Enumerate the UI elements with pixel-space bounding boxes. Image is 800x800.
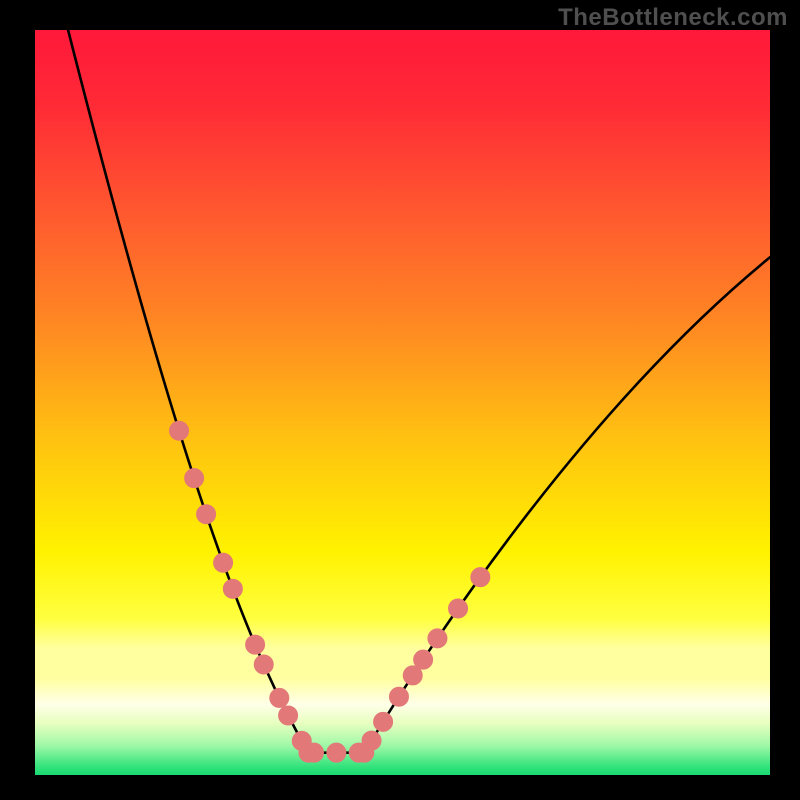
watermark-text: TheBottleneck.com	[558, 4, 788, 32]
data-marker	[170, 421, 189, 440]
data-marker	[279, 706, 298, 725]
data-marker	[270, 688, 289, 707]
chart-container: TheBottleneck.com	[0, 0, 800, 800]
data-marker	[389, 687, 408, 706]
data-marker	[197, 505, 216, 524]
data-marker	[362, 731, 381, 750]
data-marker	[254, 655, 273, 674]
data-marker	[214, 553, 233, 572]
data-marker	[327, 743, 346, 762]
data-marker	[185, 469, 204, 488]
data-marker	[223, 579, 242, 598]
data-marker	[374, 712, 393, 731]
data-marker	[305, 743, 324, 762]
chart-gradient-bg	[35, 30, 770, 775]
data-marker	[246, 635, 265, 654]
chart-svg	[0, 0, 800, 800]
data-marker	[428, 629, 447, 648]
data-marker	[414, 650, 433, 669]
data-marker	[449, 599, 468, 618]
data-marker	[471, 568, 490, 587]
